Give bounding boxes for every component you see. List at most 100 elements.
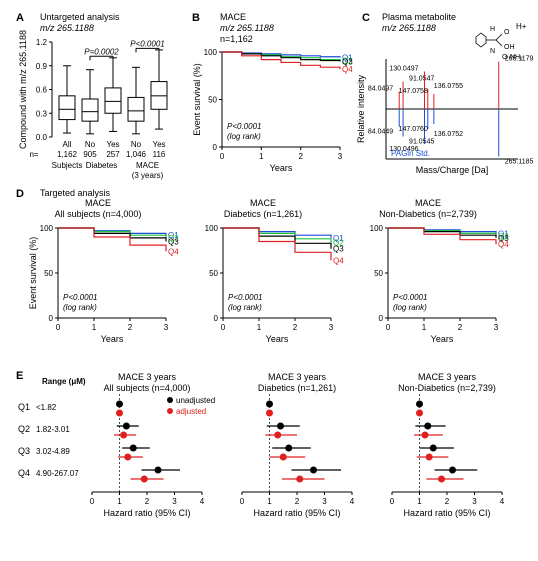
- svg-text:P<0.0001: P<0.0001: [63, 293, 97, 302]
- svg-text:Q4: Q4: [498, 240, 509, 249]
- panel-a-title: Untargeted analysis: [40, 12, 120, 22]
- svg-text:P<0.0001: P<0.0001: [130, 39, 164, 48]
- panel-e-forest-row: Range (μM)Q1<1.82Q21.82-3.01Q33.02-4.89Q…: [10, 370, 528, 550]
- svg-text:Q3: Q3: [18, 446, 30, 456]
- svg-text:3.02-4.89: 3.02-4.89: [36, 447, 70, 456]
- svg-text:2: 2: [295, 497, 300, 506]
- svg-text:(log rank): (log rank): [63, 303, 97, 312]
- panel-a-boxplot: 0.00.30.60.91.2Compound with m/z 265.118…: [16, 22, 181, 182]
- panel-c-spectrum: Relative intensityMass/Charge [Da]84.049…: [356, 24, 528, 182]
- svg-text:4: 4: [200, 497, 205, 506]
- svg-text:No: No: [131, 140, 142, 149]
- svg-text:Event survival (%): Event survival (%): [192, 63, 202, 136]
- svg-text:unadjusted: unadjusted: [176, 396, 215, 405]
- svg-text:2: 2: [128, 323, 133, 332]
- svg-text:adjusted: adjusted: [176, 407, 206, 416]
- svg-text:147.0758: 147.0758: [399, 88, 428, 95]
- panel-d-survival-row: MACEAll subjects (n=4,000)0501000123Even…: [10, 198, 528, 363]
- svg-text:MACE 3 years: MACE 3 years: [418, 372, 477, 382]
- svg-text:Yes: Yes: [106, 140, 119, 149]
- svg-text:Non-Diabetics (n=2,739): Non-Diabetics (n=2,739): [379, 209, 477, 219]
- svg-text:Diabetics (n=1,261): Diabetics (n=1,261): [224, 209, 302, 219]
- svg-text:2: 2: [445, 497, 450, 506]
- svg-text:PAGln Std.: PAGln Std.: [391, 149, 430, 158]
- svg-text:NH₂: NH₂: [510, 54, 523, 61]
- svg-text:3: 3: [172, 497, 177, 506]
- svg-text:P<0.0001: P<0.0001: [227, 122, 261, 131]
- svg-text:Q4: Q4: [342, 65, 353, 74]
- svg-text:50: 50: [208, 96, 217, 105]
- svg-text:100: 100: [205, 224, 219, 233]
- svg-text:Hazard ratio (95% CI): Hazard ratio (95% CI): [103, 508, 190, 518]
- svg-text:O: O: [502, 54, 508, 61]
- svg-text:(3 years): (3 years): [132, 171, 164, 180]
- svg-text:Q4: Q4: [333, 256, 344, 265]
- svg-text:Q2: Q2: [18, 424, 30, 434]
- svg-text:1: 1: [117, 497, 122, 506]
- svg-text:(log rank): (log rank): [227, 132, 261, 141]
- svg-text:3: 3: [472, 497, 477, 506]
- svg-text:MACE: MACE: [250, 198, 276, 208]
- svg-text:2: 2: [145, 497, 150, 506]
- svg-text:0: 0: [220, 152, 225, 161]
- svg-text:OH: OH: [504, 44, 515, 51]
- svg-text:MACE 3 years: MACE 3 years: [118, 372, 177, 382]
- svg-text:<1.82: <1.82: [36, 403, 57, 412]
- svg-text:0: 0: [214, 314, 219, 323]
- svg-text:84.0497: 84.0497: [368, 86, 393, 93]
- svg-text:MACE: MACE: [415, 198, 441, 208]
- svg-text:Hazard ratio (95% CI): Hazard ratio (95% CI): [403, 508, 490, 518]
- svg-text:1: 1: [92, 323, 97, 332]
- svg-text:257: 257: [106, 150, 120, 159]
- svg-text:3: 3: [322, 497, 327, 506]
- svg-text:H+: H+: [516, 22, 527, 31]
- svg-text:Yes: Yes: [152, 140, 165, 149]
- panel-b-title: MACE: [220, 12, 246, 22]
- svg-text:Relative intensity: Relative intensity: [356, 74, 366, 143]
- svg-text:Non-Diabetics (n=2,739): Non-Diabetics (n=2,739): [398, 383, 496, 393]
- svg-text:0: 0: [56, 323, 61, 332]
- svg-text:Q3: Q3: [333, 245, 344, 254]
- svg-text:P=0.0002: P=0.0002: [84, 47, 119, 56]
- svg-text:MACE: MACE: [85, 198, 111, 208]
- svg-text:2: 2: [298, 152, 303, 161]
- panel-b-label: B: [192, 12, 200, 24]
- svg-text:P<0.0001: P<0.0001: [228, 293, 262, 302]
- svg-text:Diabetics (n=1,261): Diabetics (n=1,261): [258, 383, 336, 393]
- svg-text:Event survival (%): Event survival (%): [28, 237, 38, 310]
- svg-text:50: 50: [209, 269, 218, 278]
- svg-text:MACE: MACE: [136, 161, 159, 170]
- svg-text:1: 1: [267, 497, 272, 506]
- svg-text:1: 1: [417, 497, 422, 506]
- svg-text:4: 4: [500, 497, 505, 506]
- svg-text:0: 0: [386, 323, 391, 332]
- svg-text:Q1: Q1: [18, 402, 30, 412]
- panel-d-title: Targeted analysis: [40, 188, 110, 198]
- svg-text:136.0755: 136.0755: [434, 83, 463, 90]
- svg-text:MACE 3 years: MACE 3 years: [268, 372, 327, 382]
- svg-text:1,046: 1,046: [126, 150, 147, 159]
- svg-text:147.0760: 147.0760: [399, 126, 428, 133]
- svg-text:3: 3: [338, 152, 343, 161]
- svg-text:1: 1: [422, 323, 427, 332]
- svg-text:Years: Years: [431, 334, 454, 344]
- svg-text:Q4: Q4: [168, 247, 179, 256]
- svg-text:0: 0: [90, 497, 95, 506]
- svg-text:2: 2: [458, 323, 463, 332]
- svg-text:(log rank): (log rank): [393, 303, 427, 312]
- svg-text:0: 0: [213, 143, 218, 152]
- svg-text:0: 0: [221, 323, 226, 332]
- svg-text:100: 100: [204, 48, 218, 57]
- svg-text:Q3: Q3: [168, 238, 179, 247]
- svg-text:H: H: [490, 26, 495, 33]
- svg-text:136.0752: 136.0752: [434, 131, 463, 138]
- svg-text:50: 50: [44, 269, 53, 278]
- svg-text:All subjects (n=4,000): All subjects (n=4,000): [55, 209, 142, 219]
- svg-text:Compound with m/z 265.1188: Compound with m/z 265.1188: [18, 30, 28, 149]
- svg-text:All subjects (n=4,000): All subjects (n=4,000): [104, 383, 191, 393]
- svg-text:n=: n=: [29, 150, 38, 159]
- svg-text:Diabetes: Diabetes: [86, 161, 118, 170]
- svg-text:O: O: [504, 29, 510, 36]
- svg-text:91.0545: 91.0545: [409, 139, 434, 146]
- svg-text:All: All: [63, 140, 72, 149]
